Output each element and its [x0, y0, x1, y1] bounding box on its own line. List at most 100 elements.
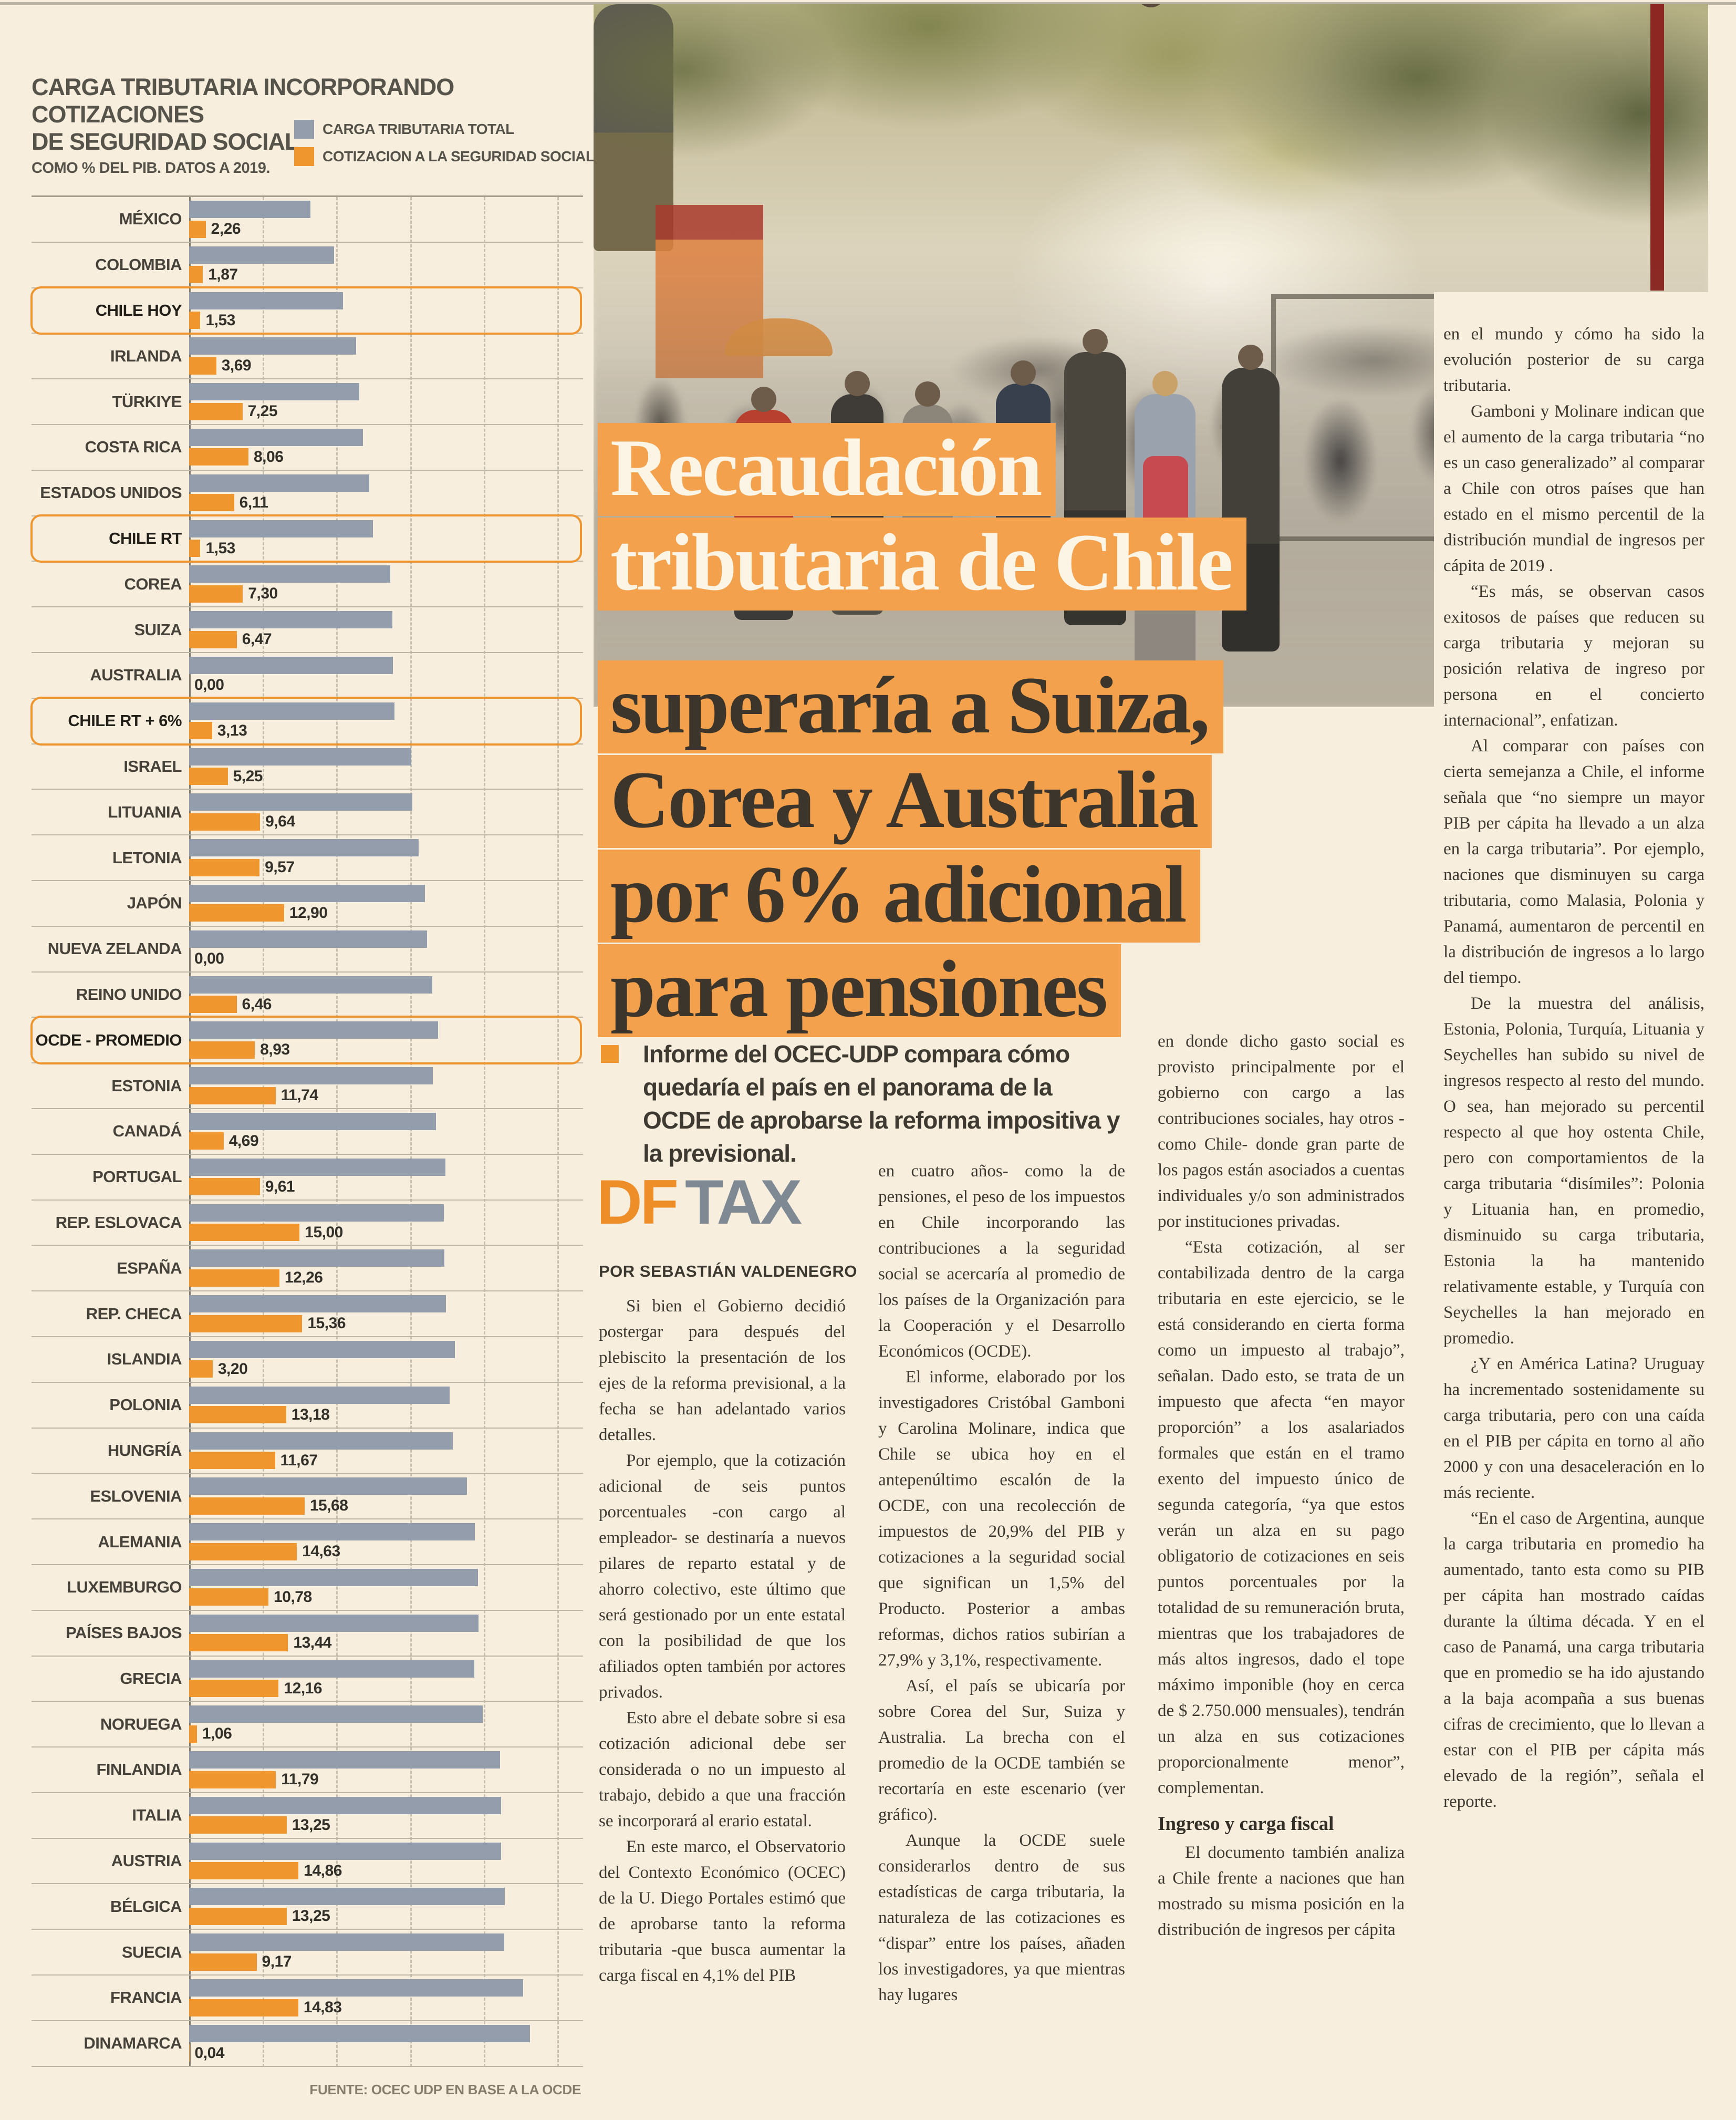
chart-row-label: ISLANDIA	[107, 1350, 182, 1369]
cotizacion-bar	[189, 859, 260, 876]
chart-row: COREA 7,30	[32, 562, 583, 608]
chart-row-label: FINLANDIA	[96, 1760, 182, 1779]
cotizacion-value: 4,69	[228, 1132, 259, 1150]
total-bar	[189, 976, 432, 994]
chart-row-label: COSTA RICA	[85, 438, 182, 457]
chart-row: BÉLGICA 13,25	[32, 1884, 583, 1930]
chart-row: HUNGRÍA 11,67	[32, 1429, 583, 1474]
cotizacion-line: 2,26	[189, 220, 583, 238]
chart-row-bars: 11,67	[189, 1429, 583, 1473]
chart-row-bars: 14,83	[189, 1976, 583, 2020]
cotizacion-value: 0,04	[194, 2044, 225, 2062]
article-column-2: en cuatro años- como la de pensiones, el…	[878, 1159, 1125, 2008]
chart-row: TÜRKIYE 7,25	[32, 379, 583, 425]
total-bar	[189, 246, 335, 264]
chart-legend: CARGA TRIBUTARIA TOTAL COTIZACION A LA SE…	[294, 120, 595, 166]
cotizacion-line: 12,90	[189, 904, 583, 922]
cotizacion-value: 11,74	[280, 1087, 318, 1104]
chart-row-bars: 1,87	[189, 243, 583, 287]
cotizacion-bar	[189, 1953, 257, 1971]
chart-row: JAPÓN 12,90	[32, 881, 583, 927]
dftax-logo-df: DF	[597, 1167, 679, 1237]
chart-row-label: CANADÁ	[112, 1122, 182, 1141]
chart-row-label: CHILE RT + 6%	[68, 711, 182, 730]
chart-row: GRECIA 12,16	[32, 1657, 583, 1702]
chart-row-label: POLONIA	[109, 1395, 182, 1414]
total-bar	[189, 1568, 478, 1586]
total-bar	[189, 428, 363, 446]
total-bar	[189, 839, 419, 857]
chart-row-label: AUSTRALIA	[90, 666, 182, 685]
article-paragraph: Por ejemplo, que la cotización adicional…	[599, 1451, 846, 1702]
cotizacion-bar	[189, 540, 201, 557]
chart-row: IRLANDA 3,69	[32, 334, 583, 380]
cotizacion-value: 0,00	[194, 949, 224, 967]
cotizacion-bar	[189, 1725, 197, 1743]
chart-row: ITALIA 13,25	[32, 1793, 583, 1839]
chart-row-label: BÉLGICA	[110, 1897, 182, 1916]
total-bar	[189, 1660, 474, 1678]
chart-row-label: ALEMANIA	[98, 1532, 182, 1551]
cotizacion-value: 11,67	[280, 1451, 318, 1469]
lede-text: Informe del OCEC-UDP compara cómo quedar…	[643, 1040, 1120, 1167]
chart-row-label: LETONIA	[112, 848, 182, 867]
total-bar	[189, 1067, 433, 1085]
cotizacion-value: 12,26	[284, 1269, 323, 1287]
cotizacion-bar	[189, 1224, 300, 1242]
chart-row-label: FRANCIA	[110, 1988, 182, 2007]
chart-row-label: NUEVA ZELANDA	[47, 939, 182, 958]
chart-row-bars: 12,90	[189, 881, 583, 926]
chart-row-bars: 9,57	[189, 835, 583, 880]
chart-plot: MÉXICO 2,26 COLOMBIA 1,87 CHILE HOY 1,53 IRLAN…	[30, 195, 583, 2067]
chart-row-bars: 13,25	[189, 1793, 583, 1838]
chart-title-line1: CARGA TRIBUTARIA INCORPORANDO COTIZACION…	[32, 74, 454, 128]
chart-row-label: PORTUGAL	[92, 1167, 182, 1186]
cotizacion-bar	[189, 1771, 276, 1788]
cotizacion-value: 6,11	[239, 493, 268, 511]
chart-row: SUECIA 9,17	[32, 1930, 583, 1976]
total-bar	[189, 1340, 455, 1358]
cotizacion-value: 6,47	[242, 630, 272, 648]
cotizacion-bar	[189, 357, 216, 375]
cotizacion-line: 1,53	[189, 540, 583, 557]
cotizacion-bar	[189, 585, 243, 603]
chart-row: NORUEGA 1,06	[32, 1702, 583, 1748]
cotizacion-line: 11,74	[189, 1087, 583, 1104]
chart-gridline	[557, 197, 559, 2067]
headline-line: por 6% adicional	[598, 850, 1200, 943]
cotizacion-line: 10,78	[189, 1588, 583, 1606]
cotizacion-line: 3,69	[189, 357, 583, 375]
article-column-3: en donde dicho gasto social es provisto …	[1158, 1029, 1405, 1943]
cotizacion-line: 9,64	[189, 813, 583, 831]
chart-row-label: PAÍSES BAJOS	[66, 1623, 182, 1642]
cotizacion-value: 1,53	[205, 311, 235, 329]
chart-row-bars: 8,06	[189, 425, 583, 470]
legend-item: CARGA TRIBUTARIA TOTAL	[294, 120, 595, 139]
chart-gridlines	[189, 197, 583, 2067]
chart-row: CHILE RT + 6% 3,13	[30, 696, 583, 746]
total-bar	[189, 702, 395, 720]
cotizacion-value: 15,00	[305, 1223, 343, 1241]
chart-row-bars: 6,11	[189, 471, 583, 515]
chart-row-label: ISRAEL	[123, 757, 182, 775]
article-paragraph: “Es más, se observan casos exitosos de p…	[1443, 582, 1704, 730]
chart-row-label: ESPAÑA	[117, 1258, 182, 1277]
chart-row: REP. CHECA 15,36	[32, 1291, 583, 1337]
cotizacion-bar	[189, 813, 261, 831]
chart-row-bars: 1,53	[189, 288, 583, 333]
chart-subtitle: COMO % DEL PIB. DATOS A 2019.	[32, 160, 270, 177]
chart-row-bars: 9,64	[189, 790, 583, 834]
chart-row-bars: 7,25	[189, 379, 583, 424]
total-bar	[189, 1477, 467, 1495]
chart-row-label: CHILE RT	[109, 529, 182, 547]
total-bar	[189, 1705, 483, 1723]
article-paragraph: Gamboni y Molinare indican que el aument…	[1443, 402, 1704, 575]
total-bar	[189, 611, 392, 629]
chart-title: CARGA TRIBUTARIA INCORPORANDO COTIZACION…	[32, 74, 583, 156]
cotizacion-line: 1,06	[189, 1725, 583, 1743]
total-bar	[189, 1249, 445, 1267]
total-bar	[189, 337, 357, 355]
total-bar	[189, 1158, 445, 1176]
cotizacion-line: 1,87	[189, 266, 583, 284]
cotizacion-value: 0,00	[194, 676, 224, 694]
